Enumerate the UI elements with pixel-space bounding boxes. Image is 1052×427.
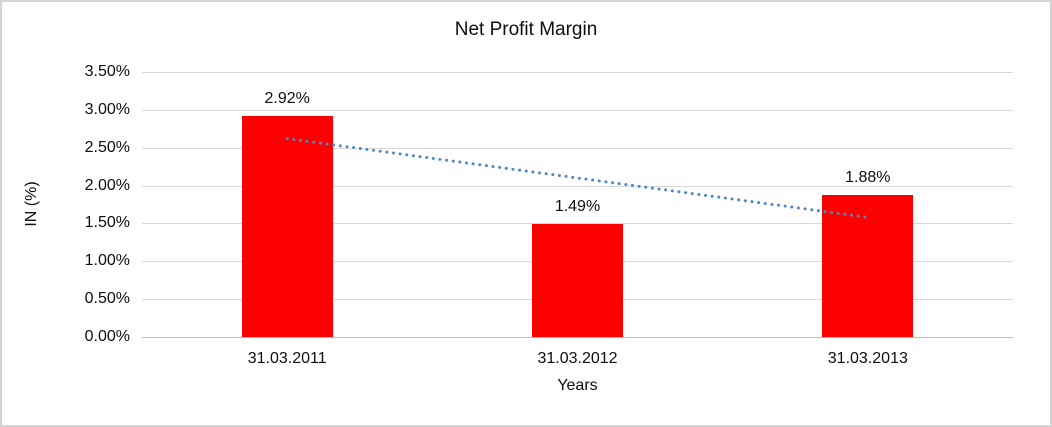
y-tick-label: 1.00% xyxy=(84,252,130,270)
y-tick-label: 3.00% xyxy=(84,100,130,118)
gridline xyxy=(142,72,1013,73)
x-axis-title: Years xyxy=(557,377,598,394)
y-tick-label: 0.50% xyxy=(84,290,130,308)
data-label: 1.49% xyxy=(554,198,601,216)
x-axis-line xyxy=(142,337,1013,338)
bar xyxy=(532,224,623,337)
data-label: 2.92% xyxy=(264,89,310,107)
x-tick-label: 31.03.2012 xyxy=(537,350,618,367)
gridline xyxy=(142,223,1013,225)
bar xyxy=(241,115,333,337)
gridline xyxy=(142,109,1013,111)
y-tick-label: 2.50% xyxy=(84,138,130,156)
x-tick-label: 31.03.2013 xyxy=(827,350,908,367)
y-tick-label: 2.00% xyxy=(84,176,130,194)
y-tick-label: 3.50% xyxy=(84,63,130,80)
y-tick-label: 0.00% xyxy=(84,328,130,345)
bar xyxy=(822,194,914,337)
x-tick-label: 31.03.2011 xyxy=(247,350,327,367)
y-tick-label: 1.50% xyxy=(84,214,130,232)
data-label: 1.88% xyxy=(845,168,891,186)
chart-title: Net Profit Margin xyxy=(454,19,598,40)
